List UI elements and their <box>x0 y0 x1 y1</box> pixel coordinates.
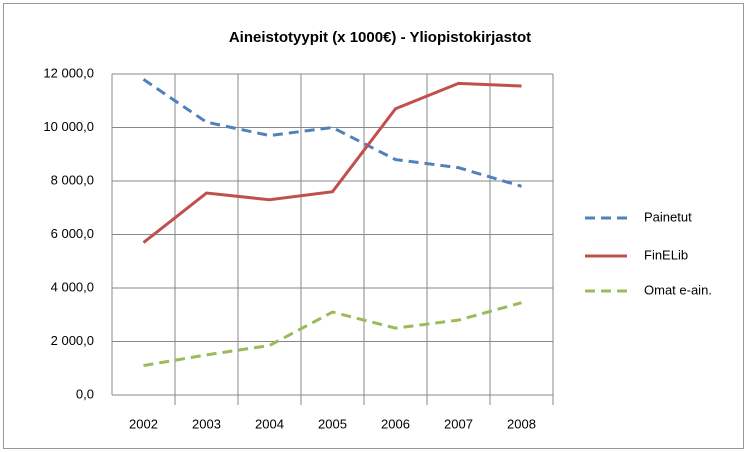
y-tick-label: 2 000,0 <box>51 333 94 348</box>
chart-title: Aineistotyypit (x 1000€) - Yliopistokirj… <box>229 29 531 46</box>
x-tick-label: 2006 <box>381 416 410 431</box>
x-tick-label: 2007 <box>444 416 473 431</box>
series-line <box>143 301 522 368</box>
x-tick-label: 2002 <box>129 416 158 431</box>
y-tick-label: 4 000,0 <box>51 279 94 294</box>
legend-label: Omat e-ain. <box>644 282 712 297</box>
x-tick-label: 2003 <box>192 416 221 431</box>
y-tick-label: 8 000,0 <box>51 172 94 187</box>
legend-label: FinELib <box>644 247 688 262</box>
legend-label: Painetut <box>644 209 692 224</box>
y-tick-label: 6 000,0 <box>51 226 94 241</box>
y-tick-label: 12 000,0 <box>43 65 94 80</box>
x-tick-label: 2004 <box>255 416 284 431</box>
x-tick-label: 2008 <box>507 416 536 431</box>
chart-border <box>3 3 744 449</box>
y-tick-label: 0,0 <box>76 386 94 401</box>
x-tick-label: 2005 <box>318 416 347 431</box>
series-line <box>142 78 522 188</box>
series-line <box>142 81 522 244</box>
y-tick-label: 10 000,0 <box>43 119 94 134</box>
